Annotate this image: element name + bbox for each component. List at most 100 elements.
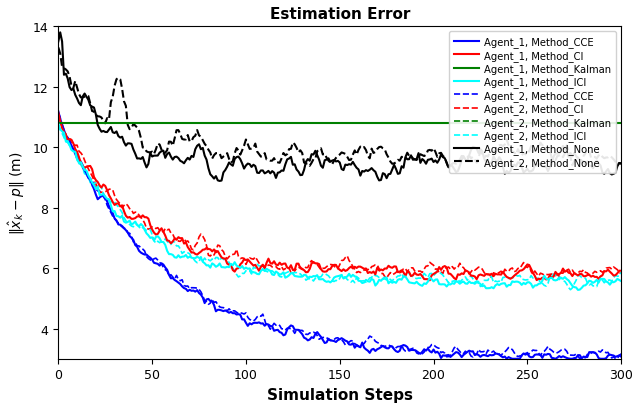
Agent_1, Method_CI bbox=[300, 268, 308, 273]
Agent_1, Method_CCE bbox=[497, 354, 505, 359]
Agent_2, Method_ICI bbox=[282, 271, 289, 276]
Agent_2, Method_None bbox=[282, 153, 289, 158]
Agent_2, Method_ICI bbox=[617, 270, 625, 275]
Agent_2, Method_CCE bbox=[497, 353, 505, 358]
Agent_1, Method_None bbox=[54, 40, 62, 45]
Agent_1, Method_CI bbox=[617, 269, 625, 274]
Line: Agent_1, Method_ICI: Agent_1, Method_ICI bbox=[58, 124, 621, 290]
Agent_2, Method_None bbox=[531, 148, 539, 153]
Agent_2, Method_CCE bbox=[578, 355, 586, 360]
Agent_1, Method_ICI bbox=[439, 282, 447, 287]
Line: Agent_2, Method_CI: Agent_2, Method_CI bbox=[58, 117, 621, 279]
Agent_1, Method_None bbox=[580, 160, 588, 164]
Agent_1, Method_None bbox=[533, 164, 541, 169]
Agent_1, Method_CCE bbox=[531, 353, 539, 357]
Agent_2, Method_CI bbox=[54, 114, 62, 119]
Agent_2, Method_None bbox=[439, 154, 447, 159]
Agent_2, Method_CCE bbox=[529, 348, 537, 353]
X-axis label: Simulation Steps: Simulation Steps bbox=[267, 387, 413, 402]
Agent_1, Method_Kalman bbox=[617, 121, 625, 126]
Agent_1, Method_ICI bbox=[617, 279, 625, 284]
Line: Agent_2, Method_None: Agent_2, Method_None bbox=[58, 48, 621, 169]
Agent_2, Method_None bbox=[445, 166, 452, 171]
Agent_1, Method_None bbox=[501, 172, 509, 177]
Agent_2, Method_CI bbox=[617, 271, 625, 276]
Agent_1, Method_CI bbox=[499, 270, 507, 274]
Agent_2, Method_CCE bbox=[617, 355, 625, 360]
Agent_2, Method_CI bbox=[300, 265, 308, 270]
Agent_2, Method_ICI bbox=[497, 280, 505, 285]
Agent_2, Method_CI bbox=[499, 272, 507, 277]
Title: Estimation Error: Estimation Error bbox=[269, 7, 410, 22]
Agent_1, Method_ICI bbox=[578, 286, 586, 291]
Agent_1, Method_CCE bbox=[300, 335, 308, 340]
Agent_1, Method_ICI bbox=[497, 282, 505, 287]
Agent_2, Method_None bbox=[617, 162, 625, 167]
Agent_1, Method_CI bbox=[531, 274, 539, 279]
Agent_1, Method_CCE bbox=[617, 352, 625, 357]
Agent_1, Method_CI bbox=[282, 261, 289, 266]
Agent_1, Method_None bbox=[285, 157, 293, 162]
Agent_2, Method_ICI bbox=[566, 288, 574, 292]
Line: Agent_1, Method_CCE: Agent_1, Method_CCE bbox=[58, 112, 621, 359]
Agent_2, Method_Kalman bbox=[529, 121, 537, 126]
Agent_1, Method_CCE bbox=[282, 332, 289, 337]
Agent_2, Method_Kalman bbox=[54, 121, 62, 126]
Agent_2, Method_Kalman bbox=[617, 121, 625, 126]
Agent_1, Method_None bbox=[304, 157, 312, 162]
Agent_2, Method_None bbox=[54, 46, 62, 51]
Agent_2, Method_ICI bbox=[529, 276, 537, 281]
Agent_1, Method_Kalman bbox=[54, 121, 62, 126]
Agent_1, Method_CI bbox=[441, 264, 449, 269]
Agent_1, Method_CCE bbox=[54, 110, 62, 115]
Agent_1, Method_Kalman bbox=[497, 121, 505, 126]
Line: Agent_2, Method_CCE: Agent_2, Method_CCE bbox=[58, 114, 621, 359]
Agent_2, Method_None bbox=[300, 161, 308, 166]
Y-axis label: $\|\hat{x}_k - p\|$ (m): $\|\hat{x}_k - p\|$ (m) bbox=[7, 151, 27, 235]
Legend: Agent_1, Method_CCE, Agent_1, Method_CI, Agent_1, Method_Kalman, Agent_1, Method: Agent_1, Method_CCE, Agent_1, Method_CI,… bbox=[449, 32, 616, 173]
Agent_2, Method_CCE bbox=[300, 330, 308, 335]
Agent_2, Method_ICI bbox=[54, 124, 62, 128]
Agent_2, Method_CI bbox=[488, 276, 495, 281]
Agent_2, Method_CI bbox=[578, 270, 586, 274]
Agent_1, Method_CI bbox=[578, 272, 586, 277]
Agent_2, Method_CCE bbox=[439, 350, 447, 355]
Agent_2, Method_None bbox=[578, 159, 586, 164]
Agent_1, Method_CCE bbox=[578, 356, 586, 361]
Agent_2, Method_Kalman bbox=[439, 121, 447, 126]
Agent_1, Method_None bbox=[617, 162, 625, 166]
Agent_1, Method_CI bbox=[54, 111, 62, 116]
Agent_2, Method_Kalman bbox=[497, 121, 505, 126]
Agent_1, Method_CI bbox=[426, 278, 434, 283]
Agent_1, Method_None bbox=[216, 179, 223, 184]
Agent_2, Method_CI bbox=[439, 271, 447, 276]
Agent_1, Method_None bbox=[56, 31, 64, 36]
Line: Agent_1, Method_None: Agent_1, Method_None bbox=[58, 33, 621, 182]
Agent_1, Method_Kalman bbox=[300, 121, 308, 126]
Agent_2, Method_CCE bbox=[576, 357, 584, 362]
Agent_1, Method_Kalman bbox=[529, 121, 537, 126]
Agent_2, Method_CI bbox=[531, 269, 539, 274]
Agent_2, Method_ICI bbox=[439, 273, 447, 278]
Line: Agent_1, Method_CI: Agent_1, Method_CI bbox=[58, 113, 621, 281]
Agent_1, Method_ICI bbox=[282, 276, 289, 281]
Agent_2, Method_CCE bbox=[54, 111, 62, 116]
Agent_2, Method_CCE bbox=[282, 328, 289, 333]
Agent_2, Method_CI bbox=[282, 267, 289, 272]
Agent_1, Method_ICI bbox=[529, 285, 537, 290]
Agent_1, Method_Kalman bbox=[576, 121, 584, 126]
Agent_2, Method_ICI bbox=[578, 275, 586, 280]
Agent_1, Method_Kalman bbox=[439, 121, 447, 126]
Agent_2, Method_Kalman bbox=[282, 121, 289, 126]
Agent_1, Method_ICI bbox=[300, 273, 308, 278]
Agent_2, Method_ICI bbox=[300, 274, 308, 279]
Agent_2, Method_None bbox=[499, 144, 507, 149]
Agent_1, Method_Kalman bbox=[282, 121, 289, 126]
Agent_1, Method_CCE bbox=[439, 353, 447, 358]
Agent_1, Method_None bbox=[443, 161, 451, 166]
Agent_1, Method_ICI bbox=[54, 122, 62, 127]
Line: Agent_2, Method_ICI: Agent_2, Method_ICI bbox=[58, 126, 621, 290]
Agent_2, Method_Kalman bbox=[576, 121, 584, 126]
Agent_1, Method_CCE bbox=[503, 357, 511, 362]
Agent_1, Method_ICI bbox=[574, 288, 582, 293]
